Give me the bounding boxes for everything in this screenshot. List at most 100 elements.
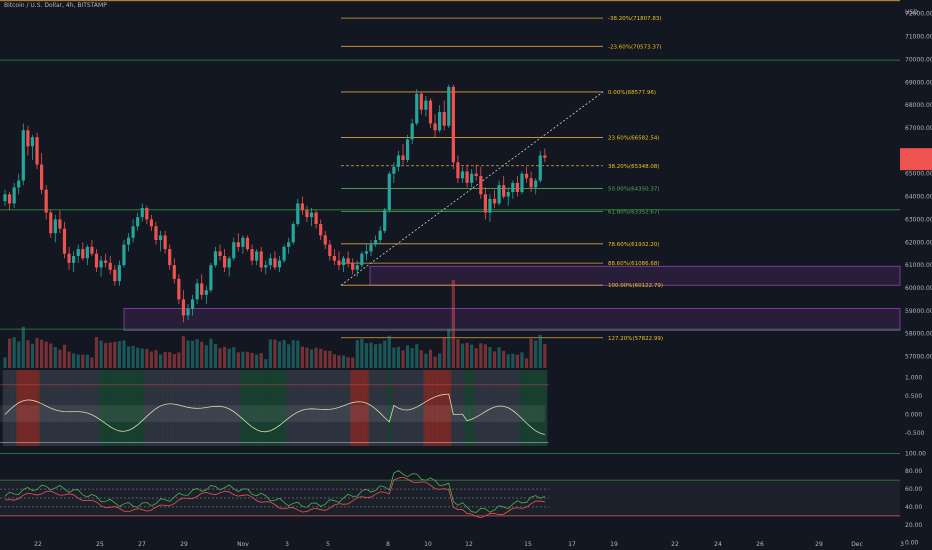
oscillator-bg-bar: [446, 370, 452, 446]
volume-bar: [538, 334, 542, 368]
candle-body: [287, 242, 291, 247]
oscillator-bg-bar: [268, 370, 273, 446]
candle-body: [149, 219, 153, 227]
candle-body: [401, 155, 405, 160]
volume-bar: [7, 338, 12, 368]
oscillator-bg-bar: [2, 370, 8, 446]
candle-body: [204, 290, 208, 295]
time-tick-label: 12: [465, 541, 473, 548]
oscillator-bg-bar: [139, 370, 145, 446]
volume-bar: [360, 338, 364, 368]
candle-body: [30, 137, 35, 147]
price-tick-label: 64000.00: [905, 194, 932, 201]
volume-bar: [154, 350, 158, 368]
oscillator-bg-bar: [341, 370, 347, 446]
candle-body: [433, 123, 437, 131]
candle-body: [328, 244, 332, 256]
oscillator-bg-bar: [419, 370, 424, 446]
volume-bar: [72, 353, 76, 368]
volume-bar: [149, 351, 153, 368]
oscillator-tick-label: 0.000: [905, 411, 922, 418]
candle-body: [7, 194, 12, 204]
volume-bar: [341, 355, 346, 368]
oscillator-bg-bar: [432, 370, 438, 446]
oscillator-bg-bar: [130, 370, 136, 446]
volume-bar: [259, 353, 263, 368]
oscillator-bg-bar: [89, 370, 95, 446]
volume-bar: [305, 347, 309, 368]
candle-body: [81, 249, 85, 259]
time-tick-label: 5: [326, 541, 330, 548]
candle-body: [438, 112, 442, 131]
volume-bar: [90, 357, 94, 368]
candle-body: [140, 208, 144, 218]
oscillator-bg-bar: [7, 370, 13, 446]
candle-body: [190, 299, 195, 309]
oscillator-bg-bar: [345, 370, 351, 446]
oscillator-tick-label: -0.500: [905, 430, 925, 437]
volume-bar: [268, 339, 272, 368]
candle-body: [62, 228, 67, 254]
volume-bar: [492, 351, 497, 368]
oscillator-bg-bar: [153, 370, 159, 446]
candle-body: [442, 112, 446, 126]
candle-body: [126, 237, 131, 245]
oscillator-bg-bar: [236, 370, 241, 446]
time-axis[interactable]: 22 25 27 29 Nov 3 5 8 10 12 15 17 19 22 24 26 29 Dec 3: [34, 541, 904, 548]
time-tick-label: 29: [815, 541, 823, 548]
time-tick-label: 3: [285, 541, 289, 548]
volume-bar: [277, 341, 282, 368]
oscillator-bg-bar: [117, 370, 122, 446]
fibonacci-retracement[interactable]: -38.20%(71807.83) -23.60%(70573.37) 0.00%(…: [340, 16, 663, 342]
candle-body: [273, 258, 277, 268]
oscillator-bg-bar: [501, 370, 507, 446]
oscillator-bg-bar: [437, 370, 443, 446]
volume-bar: [300, 346, 304, 368]
oscillator-bg-bar: [222, 370, 228, 446]
oscillator-bg-bar: [94, 370, 99, 446]
oscillator-bg-bar: [53, 370, 58, 446]
candle-body: [3, 194, 7, 202]
candle-body: [277, 260, 282, 268]
candle-body: [524, 173, 529, 179]
oscillator-tick-label: 1.000: [905, 374, 922, 381]
volume-bar: [309, 349, 314, 368]
oscillator-bg-bar: [318, 370, 324, 446]
candle-body: [296, 203, 300, 224]
time-tick-label: 10: [424, 541, 432, 548]
oscillator-bg-bar: [34, 370, 40, 446]
oscillator-bg-bar: [295, 370, 301, 446]
oscillator-bg-bar: [542, 370, 548, 446]
oscillator-bg-bar: [377, 370, 383, 446]
candle-body: [470, 173, 474, 183]
oscillator-bg-bar: [30, 370, 35, 446]
volume-bar: [99, 340, 103, 368]
candle-body: [406, 139, 410, 160]
time-tick-label: 15: [524, 541, 532, 548]
candle-body: [479, 176, 483, 195]
volume-bar: [17, 341, 21, 368]
candle-body: [223, 256, 227, 268]
volume-bar: [245, 351, 250, 368]
rsi-tick-label: 0.00: [905, 540, 919, 547]
volume-bar: [108, 342, 112, 368]
volume-bar: [323, 350, 327, 368]
candle-body: [323, 235, 327, 245]
oscillator-bg-bar: [524, 370, 530, 446]
candle-body: [428, 100, 433, 124]
candle-body: [415, 93, 419, 124]
rsi-signal-line: [4, 476, 545, 519]
candle-body: [337, 260, 341, 266]
candle-body: [94, 253, 99, 268]
volume-bar: [442, 337, 446, 368]
candle-body: [26, 130, 30, 147]
candle-body: [186, 308, 190, 316]
volume-bar: [534, 340, 538, 368]
oscillator-bg-bar: [313, 370, 319, 446]
volume-bar: [195, 339, 199, 368]
oscillator-bg-bar: [359, 370, 365, 446]
price-axis[interactable]: 72000.00 71000.00 70000.00 69000.00 68000.00…: [900, 11, 932, 547]
oscillator-bg-bar: [387, 370, 392, 446]
fib-label-1: -23.60%(70573.37): [608, 44, 662, 50]
